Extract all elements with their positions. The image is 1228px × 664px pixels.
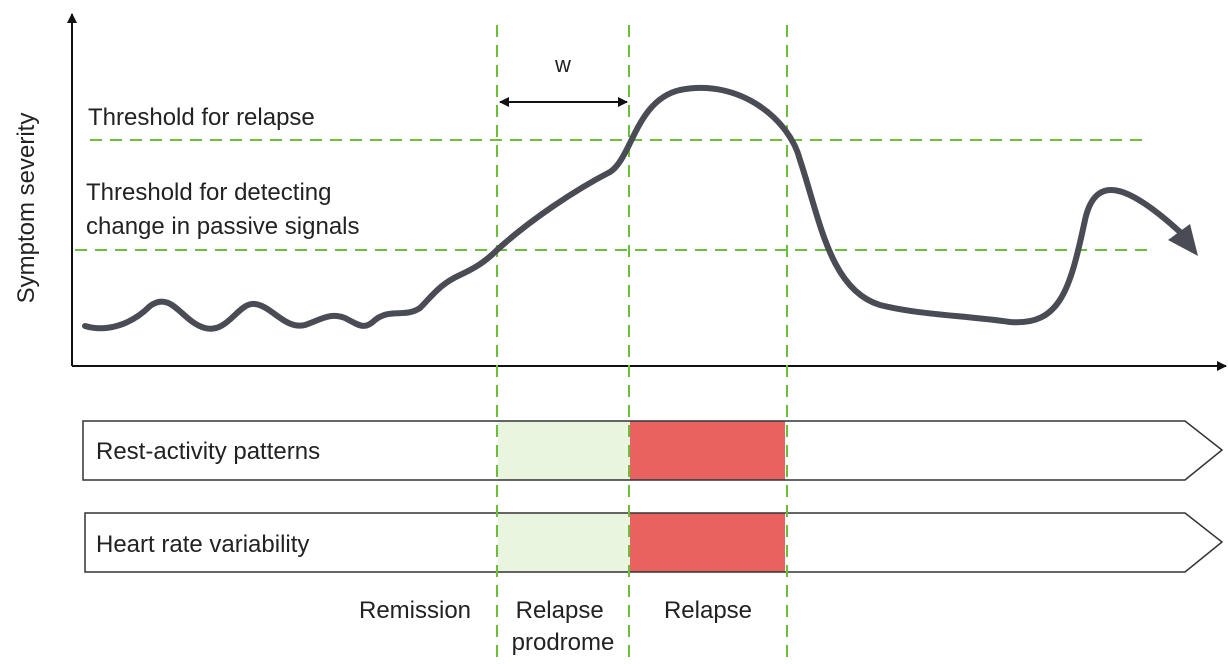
threshold-label: Threshold for detecting change in passiv…: [86, 179, 360, 240]
track-label: Heart rate variability: [96, 531, 309, 558]
relapse-band: [630, 513, 785, 572]
phase-label: Remission: [359, 597, 471, 624]
threshold-label-line: Threshold for relapse: [88, 104, 315, 131]
threshold-label: Threshold for relapse: [88, 104, 315, 131]
track-label: Rest-activity patterns: [96, 438, 320, 465]
prodrome-band: [498, 513, 630, 572]
curve-arrowhead: [1168, 224, 1198, 256]
phase-label-line: prodrome: [512, 629, 615, 656]
track: Heart rate variability: [84, 512, 1224, 573]
track-outline: [82, 420, 1224, 481]
symptom-curve: [82, 85, 1183, 332]
track-outline: [84, 512, 1224, 573]
threshold-label-line: Threshold for detecting: [86, 179, 331, 206]
phase-label-line: Relapse: [664, 597, 752, 624]
phase-label: Relapse: [664, 597, 752, 624]
phase-label-line: Relapse: [516, 597, 604, 624]
window-label: w: [554, 52, 571, 77]
track: Rest-activity patterns: [82, 420, 1224, 481]
phase-label-line: Remission: [359, 597, 471, 624]
phase-label: Relapse prodrome: [512, 597, 615, 656]
threshold-label-line: change in passive signals: [86, 213, 360, 240]
y-axis-label: Symptom severity: [13, 113, 40, 304]
prodrome-band: [498, 421, 630, 480]
relapse-band: [630, 421, 785, 480]
